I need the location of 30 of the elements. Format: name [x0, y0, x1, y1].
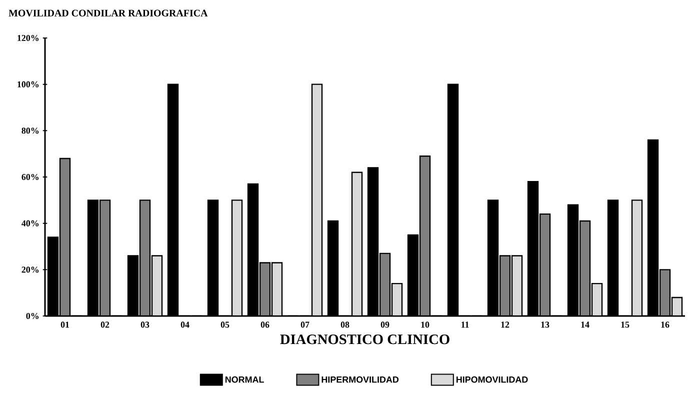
bar — [419, 156, 431, 316]
bar — [311, 84, 323, 316]
legend-label: HIPOMOVILIDAD — [456, 376, 528, 383]
x-axis-title: DIAGNOSTICO CLINICO — [280, 334, 450, 344]
x-tick-label: 13 — [541, 322, 550, 328]
x-tick-label: 04 — [180, 322, 190, 328]
x-tick-label: 03 — [140, 322, 150, 328]
x-tick-label: 06 — [260, 322, 270, 328]
x-tick-label: 14 — [581, 322, 590, 328]
x-tick-label: 01 — [60, 322, 70, 328]
x-tick-label: 10 — [421, 322, 430, 328]
y-tick-label: 20% — [22, 266, 39, 273]
y-tick-label: 100% — [18, 81, 39, 88]
y-tick-label: 120% — [18, 34, 39, 42]
x-tick-label: 07 — [300, 322, 310, 328]
legend-label: HIPERMOVILIDAD — [322, 376, 399, 383]
x-tick-label: 05 — [220, 322, 230, 328]
x-tick-label: 08 — [340, 322, 350, 328]
y-tick-label: 80% — [22, 128, 39, 134]
x-tick-label: 02 — [100, 322, 110, 328]
x-tick-label: 15 — [621, 322, 630, 328]
x-tick-label: 12 — [501, 322, 510, 328]
x-tick-label: 16 — [661, 322, 670, 328]
y-tick-label: 40% — [22, 220, 39, 226]
chart-title: MOVILIDAD CONDILAR RADIOGRAFICA — [8, 10, 208, 17]
x-tick-label: 11 — [461, 322, 469, 328]
x-tick-label: 09 — [380, 322, 390, 328]
y-tick-label: 0% — [26, 312, 39, 320]
legend-label: NORMAL — [225, 376, 264, 383]
y-tick-label: 60% — [22, 174, 39, 180]
